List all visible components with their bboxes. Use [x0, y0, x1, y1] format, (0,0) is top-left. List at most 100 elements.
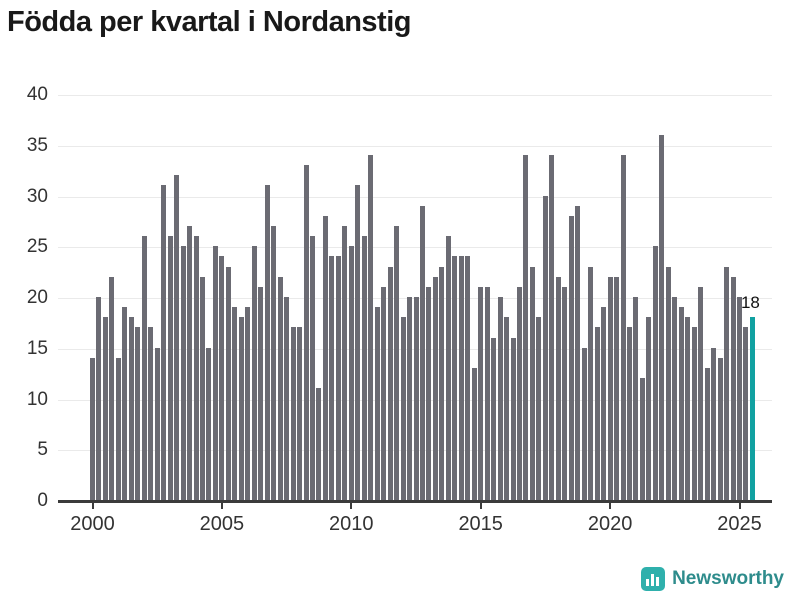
bar-2000-Q3[interactable] [102, 317, 108, 500]
bar-2000-Q2[interactable] [96, 297, 102, 500]
bar-2006-Q4[interactable] [264, 185, 270, 500]
bar-2005-Q2[interactable] [225, 266, 231, 500]
bar-2013-Q4[interactable] [445, 236, 451, 500]
bar-2000-Q4[interactable] [109, 276, 115, 500]
bar-2011-Q1[interactable] [374, 307, 380, 500]
bar-2017-Q4[interactable] [549, 154, 555, 500]
bar-2018-Q3[interactable] [568, 215, 574, 500]
bar-2012-Q3[interactable] [413, 297, 419, 500]
bar-2002-Q4[interactable] [161, 185, 167, 500]
bar-2004-Q1[interactable] [193, 236, 199, 500]
bar-2024-Q4[interactable] [730, 276, 736, 500]
bar-2008-Q3[interactable] [309, 236, 315, 500]
bar-2008-Q2[interactable] [303, 165, 309, 500]
bar-2011-Q4[interactable] [394, 225, 400, 500]
bar-2015-Q2[interactable] [484, 286, 490, 500]
bar-2013-Q1[interactable] [426, 286, 432, 500]
bar-2018-Q2[interactable] [562, 286, 568, 500]
bar-2022-Q1[interactable] [659, 134, 665, 500]
bar-2024-Q3[interactable] [724, 266, 730, 500]
bar-2004-Q4[interactable] [212, 246, 218, 500]
bar-2020-Q4[interactable] [627, 327, 632, 500]
bar-2003-Q3[interactable] [180, 246, 186, 500]
bar-2001-Q3[interactable] [128, 317, 134, 500]
bar-2019-Q2[interactable] [588, 266, 594, 500]
bar-2014-Q3[interactable] [465, 256, 471, 500]
bar-2012-Q2[interactable] [407, 297, 413, 500]
bar-2001-Q2[interactable] [122, 307, 128, 500]
bar-2006-Q1[interactable] [245, 307, 251, 500]
bar-2009-Q2[interactable] [329, 256, 335, 500]
bar-2006-Q3[interactable] [258, 286, 264, 500]
bar-2003-Q1[interactable] [167, 236, 173, 500]
bar-2021-Q1[interactable] [633, 297, 639, 500]
bar-2018-Q1[interactable] [555, 276, 561, 500]
bar-2015-Q1[interactable] [478, 286, 484, 500]
bar-2023-Q1[interactable] [685, 317, 691, 500]
bar-2008-Q1[interactable] [297, 327, 303, 500]
bar-2015-Q4[interactable] [497, 297, 503, 500]
bar-2010-Q2[interactable] [355, 185, 361, 500]
bar-2025-Q1[interactable] [737, 297, 742, 500]
bar-2013-Q3[interactable] [439, 266, 445, 500]
bar-2014-Q2[interactable] [458, 256, 464, 500]
bar-2021-Q4[interactable] [652, 246, 658, 500]
bar-2002-Q2[interactable] [148, 327, 154, 500]
bar-2020-Q3[interactable] [620, 154, 626, 500]
bar-2016-Q2[interactable] [510, 337, 516, 500]
bar-2017-Q1[interactable] [529, 266, 535, 500]
bar-2019-Q1[interactable] [581, 347, 587, 500]
bar-2001-Q1[interactable] [115, 357, 121, 500]
bar-2001-Q4[interactable] [135, 327, 141, 500]
bar-2006-Q2[interactable] [251, 246, 257, 500]
bar-2000-Q1[interactable] [90, 357, 95, 500]
bar-2009-Q4[interactable] [342, 225, 348, 500]
bar-2009-Q1[interactable] [322, 215, 328, 500]
bar-2016-Q3[interactable] [517, 286, 523, 500]
bar-2004-Q3[interactable] [206, 347, 212, 500]
bar-2015-Q3[interactable] [491, 337, 497, 500]
bar-2022-Q3[interactable] [672, 297, 678, 500]
bar-2019-Q3[interactable] [594, 327, 600, 500]
bar-2011-Q3[interactable] [387, 266, 393, 500]
bar-2024-Q1[interactable] [711, 347, 717, 500]
bar-2007-Q4[interactable] [290, 327, 296, 500]
bar-2012-Q4[interactable] [419, 205, 425, 500]
bar-2007-Q1[interactable] [271, 225, 277, 500]
bar-2010-Q4[interactable] [368, 154, 374, 500]
bar-2009-Q3[interactable] [335, 256, 341, 500]
bar-2004-Q2[interactable] [199, 276, 205, 500]
bar-2023-Q4[interactable] [704, 368, 710, 500]
bar-2002-Q1[interactable] [141, 236, 147, 500]
bar-2023-Q2[interactable] [691, 327, 697, 500]
bar-2005-Q3[interactable] [232, 307, 238, 500]
bar-2010-Q3[interactable] [361, 236, 367, 500]
bar-2020-Q1[interactable] [607, 276, 613, 500]
bar-2022-Q2[interactable] [665, 266, 671, 500]
bar-2014-Q1[interactable] [452, 256, 458, 500]
bar-2022-Q4[interactable] [678, 307, 684, 500]
bar-2021-Q3[interactable] [646, 317, 652, 500]
bar-2005-Q4[interactable] [238, 317, 244, 500]
bar-2014-Q4[interactable] [471, 368, 477, 500]
bar-2025-Q3[interactable] [749, 317, 755, 500]
bar-2018-Q4[interactable] [575, 205, 581, 500]
bar-2007-Q3[interactable] [284, 297, 290, 500]
bar-2025-Q2[interactable] [743, 327, 749, 500]
bar-2013-Q2[interactable] [432, 276, 438, 500]
bar-2012-Q1[interactable] [400, 317, 406, 500]
bar-2017-Q3[interactable] [542, 195, 548, 500]
bar-2023-Q3[interactable] [698, 286, 704, 500]
bar-2005-Q1[interactable] [219, 256, 225, 500]
bar-2016-Q4[interactable] [523, 154, 529, 500]
bar-2008-Q4[interactable] [316, 388, 322, 500]
bar-2010-Q1[interactable] [348, 246, 354, 500]
bar-2003-Q4[interactable] [187, 225, 193, 500]
newsworthy-logo[interactable]: Newsworthy [641, 566, 784, 592]
bar-2007-Q2[interactable] [277, 276, 283, 500]
bar-2020-Q2[interactable] [614, 276, 620, 500]
bar-2024-Q2[interactable] [717, 357, 723, 500]
bar-2002-Q3[interactable] [154, 347, 160, 500]
bar-2011-Q2[interactable] [381, 286, 387, 500]
bar-2021-Q2[interactable] [639, 378, 645, 500]
